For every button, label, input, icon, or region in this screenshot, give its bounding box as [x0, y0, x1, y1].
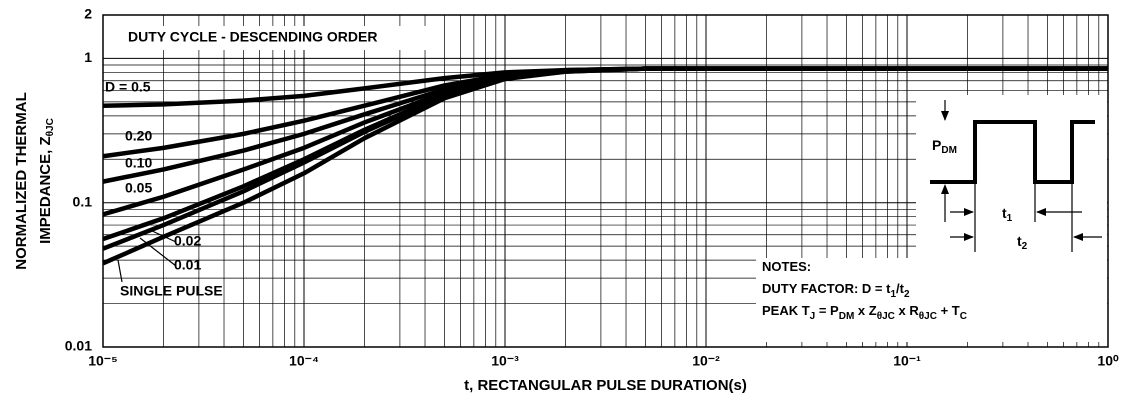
- text-segment: t: [1017, 233, 1022, 249]
- subscript: 1: [890, 289, 896, 300]
- arrowhead: [1073, 233, 1083, 241]
- arrowhead: [964, 233, 974, 241]
- y-axis-label: NORMALIZED THERMAL IMPEDANCE, ZθJC: [13, 92, 56, 269]
- subscript: θJC: [919, 311, 937, 322]
- arrowhead: [941, 184, 949, 194]
- y-tick-label: 0.1: [73, 193, 93, 209]
- series-label: 0.01: [174, 257, 201, 273]
- series-label: SINGLE PULSE: [120, 283, 223, 299]
- arrowhead: [1036, 208, 1046, 216]
- series-label: 0.02: [174, 233, 201, 249]
- y-tick-label: 2: [84, 6, 92, 22]
- text-segment: NORMALIZED THERMAL: [13, 92, 30, 269]
- x-tick-label: 10⁻⁵: [88, 353, 118, 369]
- box-layer: DUTY CYCLE - DESCENDING ORDER: [118, 26, 1107, 342]
- x-axis-label: t, RECTANGULAR PULSE DURATION(s): [464, 377, 747, 394]
- series-label: 0.20: [125, 128, 152, 144]
- y-tick-label: 1: [84, 49, 92, 65]
- x-tick-label: 10⁻¹: [893, 353, 921, 369]
- notes-background: [756, 258, 1107, 342]
- text-segment: DUTY FACTOR: D = t: [762, 281, 891, 296]
- annotation: DUTY CYCLE - DESCENDING ORDER: [128, 29, 377, 45]
- x-tick-label: 10⁻³: [491, 353, 519, 369]
- series-label: D = 0.5: [105, 79, 151, 95]
- text-segment: x R: [895, 303, 919, 318]
- text-segment: PEAK T: [762, 303, 810, 318]
- text-segment: = P: [815, 303, 839, 318]
- pdm-label: PDM: [932, 137, 957, 156]
- annotation-background: [118, 26, 436, 50]
- text-segment: + T: [937, 303, 960, 318]
- note-line: NOTES:: [762, 259, 811, 274]
- x-tick-label: 10⁰: [1097, 353, 1119, 369]
- subscript: 1: [1007, 213, 1013, 224]
- arrowhead: [941, 111, 949, 121]
- subscript: J: [810, 311, 816, 322]
- subscript: C: [960, 311, 967, 322]
- text-segment: x Z: [854, 303, 876, 318]
- arrowhead: [964, 208, 974, 216]
- subscript: θJC: [877, 311, 895, 322]
- subscript: DM: [839, 311, 855, 322]
- subscript: 2: [1022, 241, 1028, 252]
- t2-label: t2: [1017, 233, 1028, 252]
- x-tick-label: 10⁻²: [692, 353, 720, 369]
- subscript: 2: [904, 289, 910, 300]
- text-segment: /t: [896, 281, 905, 296]
- text-segment: t: [1002, 205, 1007, 221]
- text-segment: IMPEDANCE, Z: [37, 136, 54, 244]
- t1-label: t1: [1002, 205, 1013, 224]
- x-tick-label: 10⁻⁴: [289, 353, 319, 369]
- arrowheads: [941, 111, 1083, 241]
- series-line: [102, 66, 1108, 266]
- series-label: 0.05: [125, 180, 152, 196]
- subscript: DM: [941, 145, 957, 156]
- leader-line: [117, 259, 123, 283]
- subscript: θJC: [45, 118, 56, 136]
- y-tick-label: 0.01: [65, 338, 92, 354]
- leader-line: [149, 229, 177, 243]
- text-segment: NOTES:: [762, 259, 811, 274]
- note-line: PEAK TJ = PDM x ZθJC x RθJC + TC: [762, 303, 967, 321]
- y-axis-label-line: IMPEDANCE, ZθJC: [37, 118, 56, 244]
- leader-line: [139, 237, 177, 267]
- y-axis-label-line: NORMALIZED THERMAL: [13, 92, 30, 269]
- series-label: 0.10: [125, 155, 152, 171]
- text-segment: P: [932, 137, 941, 153]
- note-line: DUTY FACTOR: D = t1/t2: [762, 281, 910, 299]
- pulse-waveform: [930, 120, 1095, 184]
